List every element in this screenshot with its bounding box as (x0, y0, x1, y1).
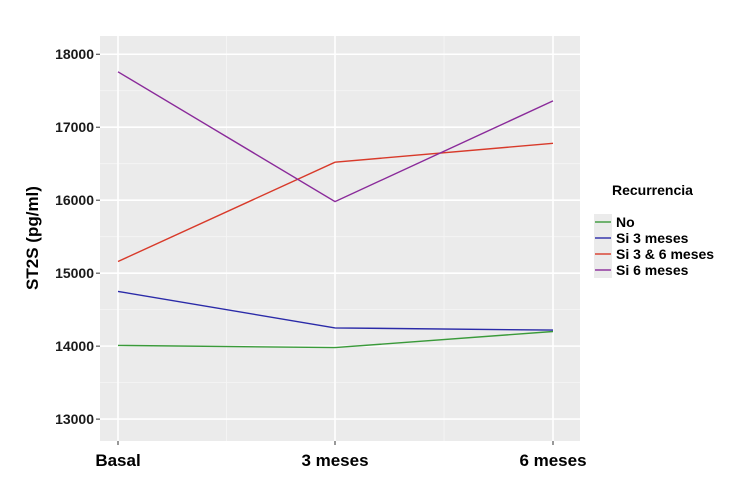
x-axis: Basal 3 meses 6 meses (95, 441, 587, 470)
plot-panel (100, 36, 580, 441)
legend-label: No (616, 214, 635, 230)
legend-keys-background (594, 214, 612, 278)
series-line (117, 290, 554, 331)
legend-label: Si 3 & 6 meses (616, 246, 714, 262)
y-axis-label: ST2S (pg/ml) (23, 186, 42, 290)
y-tick-label: 13000 (55, 411, 94, 427)
series-lines (117, 71, 554, 349)
y-tick-label: 18000 (55, 46, 94, 62)
grid-major (100, 36, 580, 441)
legend-title: Recurrencia (612, 182, 693, 198)
y-tick-label: 14000 (55, 338, 94, 354)
y-axis: 13000 14000 15000 16000 17000 18000 (55, 46, 100, 427)
series-line (117, 71, 554, 203)
legend-label: Si 3 meses (616, 230, 689, 246)
y-tick-label: 16000 (55, 192, 94, 208)
y-tick-label: 15000 (55, 265, 94, 281)
grid-minor (100, 36, 580, 441)
x-tick-label: Basal (95, 451, 140, 470)
series-line (117, 142, 554, 263)
y-tick-label: 17000 (55, 119, 94, 135)
legend-label: Si 6 meses (616, 262, 689, 278)
x-tick-label: 6 meses (519, 451, 586, 470)
x-tick-label: 3 meses (301, 451, 368, 470)
series-line (117, 330, 554, 349)
